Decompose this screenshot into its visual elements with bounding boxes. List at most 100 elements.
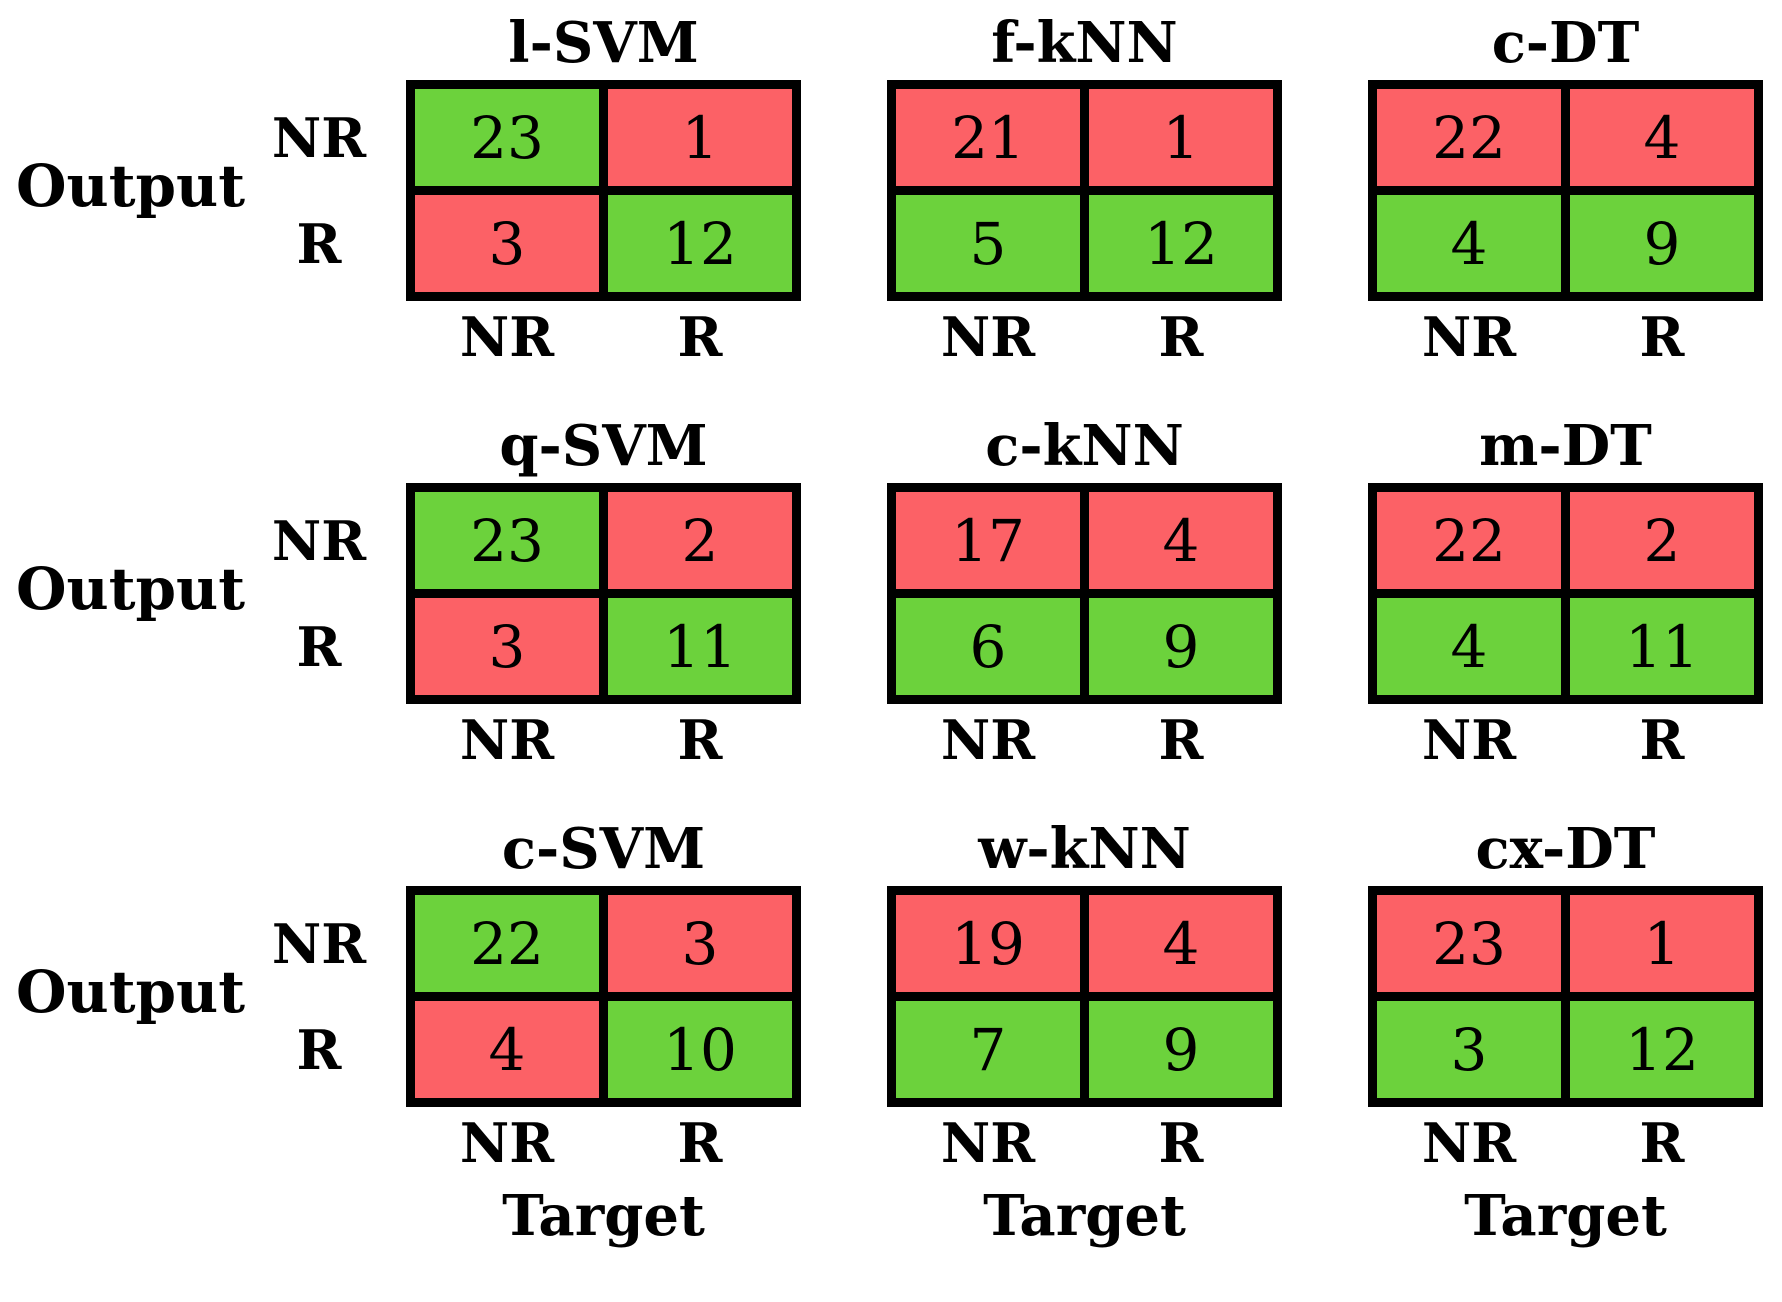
matrix-cell: 4 bbox=[415, 1001, 599, 1098]
confusion-matrix-panel-c-dt: c-DT 22 4 4 9 NR R bbox=[1368, 6, 1763, 369]
matrix-cell: 5 bbox=[896, 195, 1080, 292]
matrix-title: l-SVM bbox=[508, 10, 699, 76]
col-label-r: R bbox=[677, 305, 723, 369]
matrix-cell: 11 bbox=[1570, 598, 1754, 695]
row-label-nr: NR bbox=[271, 508, 367, 573]
matrix-row-3: Output NR R c-SVM 22 3 4 10 NR R Target … bbox=[16, 812, 1782, 1249]
col-label-r: R bbox=[1639, 305, 1685, 369]
confusion-matrix-panel-l-svm: l-SVM 23 1 3 12 NR R bbox=[406, 6, 801, 369]
column-labels: NR R bbox=[1368, 708, 1763, 772]
matrix-cell: 17 bbox=[896, 492, 1080, 589]
col-label-r: R bbox=[677, 708, 723, 772]
matrix-cell: 4 bbox=[1377, 195, 1561, 292]
column-labels: NR R bbox=[1368, 305, 1763, 369]
confusion-matrix: 21 1 5 12 bbox=[887, 80, 1282, 301]
row-label-nr: NR bbox=[271, 911, 367, 976]
col-label-nr: NR bbox=[1421, 708, 1517, 772]
row-label-r: R bbox=[296, 1017, 342, 1082]
matrix-cell: 11 bbox=[608, 598, 792, 695]
matrix-cell: 2 bbox=[1570, 492, 1754, 589]
confusion-matrices-figure: Output NR R l-SVM 23 1 3 12 NR R f-kNN 2… bbox=[16, 6, 1782, 1249]
matrix-title: cx-DT bbox=[1475, 816, 1656, 882]
confusion-matrix-panel-m-dt: m-DT 22 2 4 11 NR R bbox=[1368, 409, 1763, 772]
col-label-nr: NR bbox=[1421, 305, 1517, 369]
confusion-matrix: 23 1 3 12 bbox=[1368, 886, 1763, 1107]
matrix-title: c-SVM bbox=[501, 816, 706, 882]
matrix-cell: 6 bbox=[896, 598, 1080, 695]
confusion-matrix: 22 3 4 10 bbox=[406, 886, 801, 1107]
col-label-nr: NR bbox=[459, 708, 555, 772]
confusion-matrix-panel-w-knn: w-kNN 19 4 7 9 NR R Target bbox=[887, 812, 1282, 1249]
row-labels: NR R bbox=[244, 89, 394, 292]
matrix-title: m-DT bbox=[1479, 413, 1652, 479]
matrix-title: f-kNN bbox=[991, 10, 1178, 76]
matrix-title: q-SVM bbox=[499, 413, 708, 479]
col-label-r: R bbox=[1158, 708, 1204, 772]
matrix-cell: 9 bbox=[1089, 598, 1273, 695]
col-label-r: R bbox=[677, 1111, 723, 1175]
matrix-cell: 22 bbox=[1377, 89, 1561, 186]
column-labels: NR R bbox=[1368, 1111, 1763, 1175]
confusion-matrix-panel-cx-dt: cx-DT 23 1 3 12 NR R Target bbox=[1368, 812, 1763, 1249]
matrix-cell: 23 bbox=[415, 89, 599, 186]
confusion-matrix: 22 2 4 11 bbox=[1368, 483, 1763, 704]
column-labels: NR R bbox=[406, 305, 801, 369]
matrix-cell: 1 bbox=[1570, 895, 1754, 992]
row-labels: NR R bbox=[244, 492, 394, 695]
matrix-cell: 1 bbox=[1089, 89, 1273, 186]
matrix-cell: 12 bbox=[1089, 195, 1273, 292]
matrix-cell: 10 bbox=[608, 1001, 792, 1098]
row-label-nr: NR bbox=[271, 105, 367, 170]
row-label-r: R bbox=[296, 211, 342, 276]
confusion-matrix: 23 1 3 12 bbox=[406, 80, 801, 301]
confusion-matrix-panel-c-knn: c-kNN 17 4 6 9 NR R bbox=[887, 409, 1282, 772]
matrix-cell: 23 bbox=[1377, 895, 1561, 992]
matrix-cell: 3 bbox=[415, 598, 599, 695]
matrix-title: c-kNN bbox=[985, 413, 1184, 479]
column-labels: NR R bbox=[406, 1111, 801, 1175]
matrix-cell: 3 bbox=[1377, 1001, 1561, 1098]
col-label-r: R bbox=[1158, 1111, 1204, 1175]
confusion-matrix: 23 2 3 11 bbox=[406, 483, 801, 704]
target-axis-label: Target bbox=[983, 1183, 1186, 1249]
output-axis-label: Output bbox=[16, 555, 245, 623]
col-label-nr: NR bbox=[940, 708, 1036, 772]
col-label-r: R bbox=[1639, 708, 1685, 772]
matrix-cell: 22 bbox=[1377, 492, 1561, 589]
confusion-matrix-panel-f-knn: f-kNN 21 1 5 12 NR R bbox=[887, 6, 1282, 369]
target-axis-label: Target bbox=[502, 1183, 705, 1249]
matrix-cell: 4 bbox=[1377, 598, 1561, 695]
confusion-matrix-panel-q-svm: q-SVM 23 2 3 11 NR R bbox=[406, 409, 801, 772]
target-axis-label: Target bbox=[1464, 1183, 1667, 1249]
matrix-cell: 12 bbox=[608, 195, 792, 292]
matrix-cell: 3 bbox=[608, 895, 792, 992]
matrix-cell: 4 bbox=[1089, 492, 1273, 589]
output-axis-label: Output bbox=[16, 958, 245, 1026]
matrix-title: c-DT bbox=[1491, 10, 1640, 76]
matrix-cell: 4 bbox=[1570, 89, 1754, 186]
column-labels: NR R bbox=[406, 708, 801, 772]
matrix-cell: 19 bbox=[896, 895, 1080, 992]
confusion-matrix-panel-c-svm: c-SVM 22 3 4 10 NR R Target bbox=[406, 812, 801, 1249]
col-label-r: R bbox=[1158, 305, 1204, 369]
row-label-r: R bbox=[296, 614, 342, 679]
confusion-matrix: 17 4 6 9 bbox=[887, 483, 1282, 704]
matrix-cell: 23 bbox=[415, 492, 599, 589]
column-labels: NR R bbox=[887, 305, 1282, 369]
matrix-cell: 2 bbox=[608, 492, 792, 589]
matrix-cell: 12 bbox=[1570, 1001, 1754, 1098]
col-label-nr: NR bbox=[459, 1111, 555, 1175]
col-label-nr: NR bbox=[940, 1111, 1036, 1175]
col-label-nr: NR bbox=[1421, 1111, 1517, 1175]
matrix-cell: 7 bbox=[896, 1001, 1080, 1098]
matrix-cell: 1 bbox=[608, 89, 792, 186]
col-label-r: R bbox=[1639, 1111, 1685, 1175]
confusion-matrix: 19 4 7 9 bbox=[887, 886, 1282, 1107]
matrix-cell: 3 bbox=[415, 195, 599, 292]
matrix-title: w-kNN bbox=[978, 816, 1191, 882]
matrix-cell: 21 bbox=[896, 89, 1080, 186]
row-labels: NR R bbox=[244, 895, 394, 1098]
matrix-cell: 9 bbox=[1570, 195, 1754, 292]
matrix-cell: 9 bbox=[1089, 1001, 1273, 1098]
matrix-row-2: Output NR R q-SVM 23 2 3 11 NR R c-kNN 1… bbox=[16, 409, 1782, 772]
